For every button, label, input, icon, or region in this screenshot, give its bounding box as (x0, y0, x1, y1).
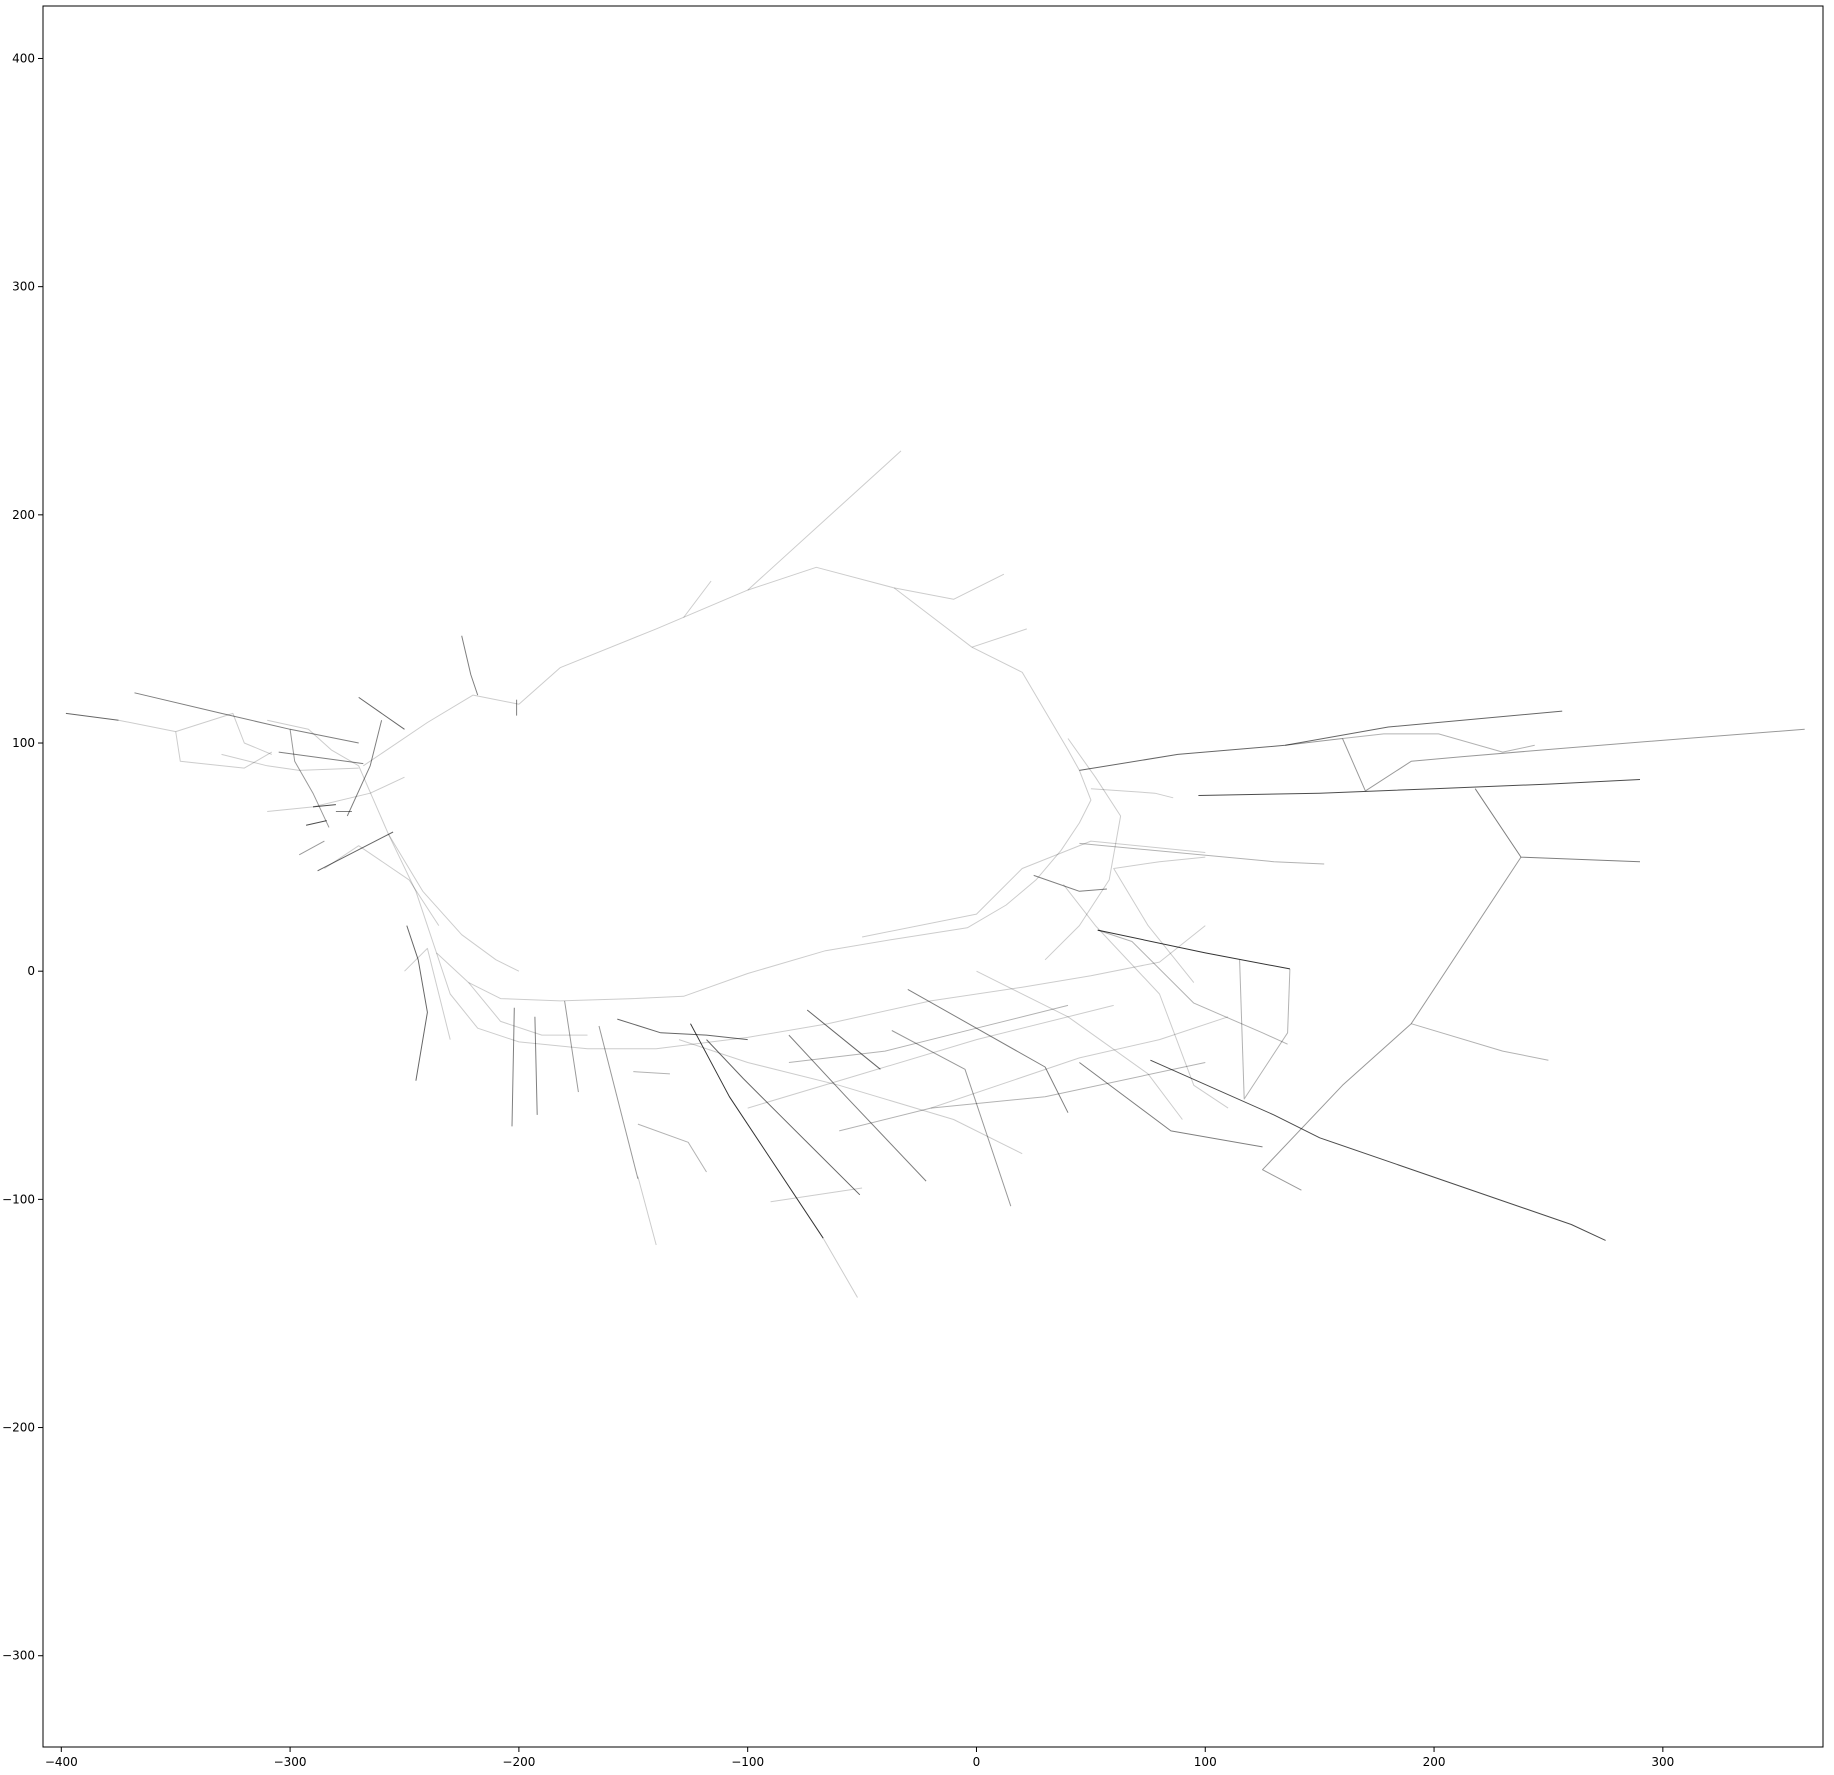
x-tick-label: −200 (502, 1755, 535, 1769)
series-line-36 (891, 1030, 1012, 1207)
series-line-0 (518, 450, 902, 705)
series-line-39 (1150, 1059, 1606, 1241)
series-line-13 (289, 729, 330, 828)
series-line-4 (683, 580, 712, 618)
series-line-54 (633, 1071, 670, 1075)
series-line-33 (706, 1039, 861, 1196)
plot-area (42, 5, 1824, 1748)
series-line-47 (1474, 788, 1641, 863)
x-tick-label: −100 (731, 1755, 764, 1769)
series-line-48 (1262, 856, 1522, 1191)
x-tick-label: 300 (1651, 1755, 1674, 1769)
series-line-30 (598, 1025, 639, 1179)
series-line-49 (1411, 1023, 1549, 1061)
y-tick-label: 200 (12, 508, 35, 522)
y-axis: −300 −200 −100 0 100 200 300 400 (2, 51, 43, 1663)
series-line-21 (317, 831, 394, 872)
series-line-51 (1033, 874, 1107, 892)
y-tick-label: −200 (2, 1421, 35, 1435)
series-line-65 (221, 753, 359, 771)
series-line-15 (346, 720, 383, 817)
series-line-63 (404, 947, 451, 1040)
x-tick-label: 200 (1423, 1755, 1446, 1769)
series-line-50 (1079, 842, 1325, 865)
series-line-20 (298, 840, 325, 856)
series-line-59 (839, 1062, 1206, 1132)
series-line-44 (1198, 779, 1641, 796)
series-line-43 (1079, 710, 1563, 771)
x-tick-label: 0 (973, 1755, 981, 1769)
series-line-11 (175, 731, 273, 769)
series-line-12 (267, 719, 359, 767)
series-line-23 (388, 770, 1092, 1002)
series-line-56 (770, 1187, 863, 1203)
series-line-14 (358, 696, 405, 730)
series-line-60 (637, 1176, 657, 1246)
series-line-16 (278, 751, 364, 765)
series-line-29 (564, 1000, 579, 1093)
series-line-71 (678, 1039, 1023, 1155)
series-line-5 (363, 694, 519, 767)
y-tick-label: 100 (12, 736, 35, 750)
series-line-41 (1097, 929, 1288, 1045)
series-line-2 (893, 587, 1080, 771)
series-line-1 (747, 566, 1005, 600)
series-line-9 (134, 692, 359, 744)
series-line-61 (822, 1237, 858, 1298)
series-line-24 (406, 925, 428, 1081)
y-tick-label: 300 (12, 280, 35, 294)
series-line-8 (65, 712, 119, 721)
series-line-22 (358, 765, 520, 972)
series-line-38 (1079, 1062, 1263, 1148)
series-line-45 (1285, 728, 1805, 792)
y-tick-label: 400 (12, 51, 35, 65)
series-line-55 (637, 1123, 707, 1173)
series-layer (65, 450, 1805, 1298)
series-line-69 (976, 970, 1183, 1120)
series-line-37 (907, 988, 1069, 1113)
series-line-57 (930, 1016, 1229, 1109)
series-line-34 (788, 1034, 927, 1182)
series-line-25 (436, 925, 1206, 1050)
series-line-62 (324, 845, 440, 926)
series-line-68 (1113, 856, 1206, 983)
series-line-58 (747, 1004, 1114, 1109)
series-line-35 (806, 1009, 881, 1070)
series-line-27 (511, 1007, 515, 1127)
series-line-31 (617, 1018, 748, 1041)
series-line-40 (1097, 929, 1290, 970)
series-line-67 (1090, 788, 1174, 799)
series-line-42 (1239, 959, 1291, 1100)
series-line-28 (534, 1016, 538, 1115)
x-axis: −400 −300 −200 −100 0 100 200 300 (45, 1747, 1674, 1769)
x-tick-label: 100 (1194, 1755, 1217, 1769)
series-line-66 (1044, 738, 1122, 961)
series-line-6 (461, 635, 479, 696)
series-line-26 (468, 982, 588, 1036)
series-line-53 (862, 840, 1206, 938)
series-line-52 (1063, 884, 1229, 1109)
y-tick-label: −100 (2, 1192, 35, 1206)
y-tick-label: 0 (27, 964, 35, 978)
x-tick-label: −300 (274, 1755, 307, 1769)
series-line-46 (1342, 733, 1535, 753)
series-line-10 (118, 712, 272, 755)
series-line-64 (267, 776, 405, 812)
series-line-70 (788, 1004, 1069, 1063)
series-line-18 (305, 820, 327, 826)
series-line-17 (312, 804, 336, 808)
series-line-3 (971, 628, 1027, 648)
series-line-32 (690, 1023, 824, 1239)
y-tick-label: −300 (2, 1649, 35, 1663)
x-tick-label: −400 (45, 1755, 78, 1769)
